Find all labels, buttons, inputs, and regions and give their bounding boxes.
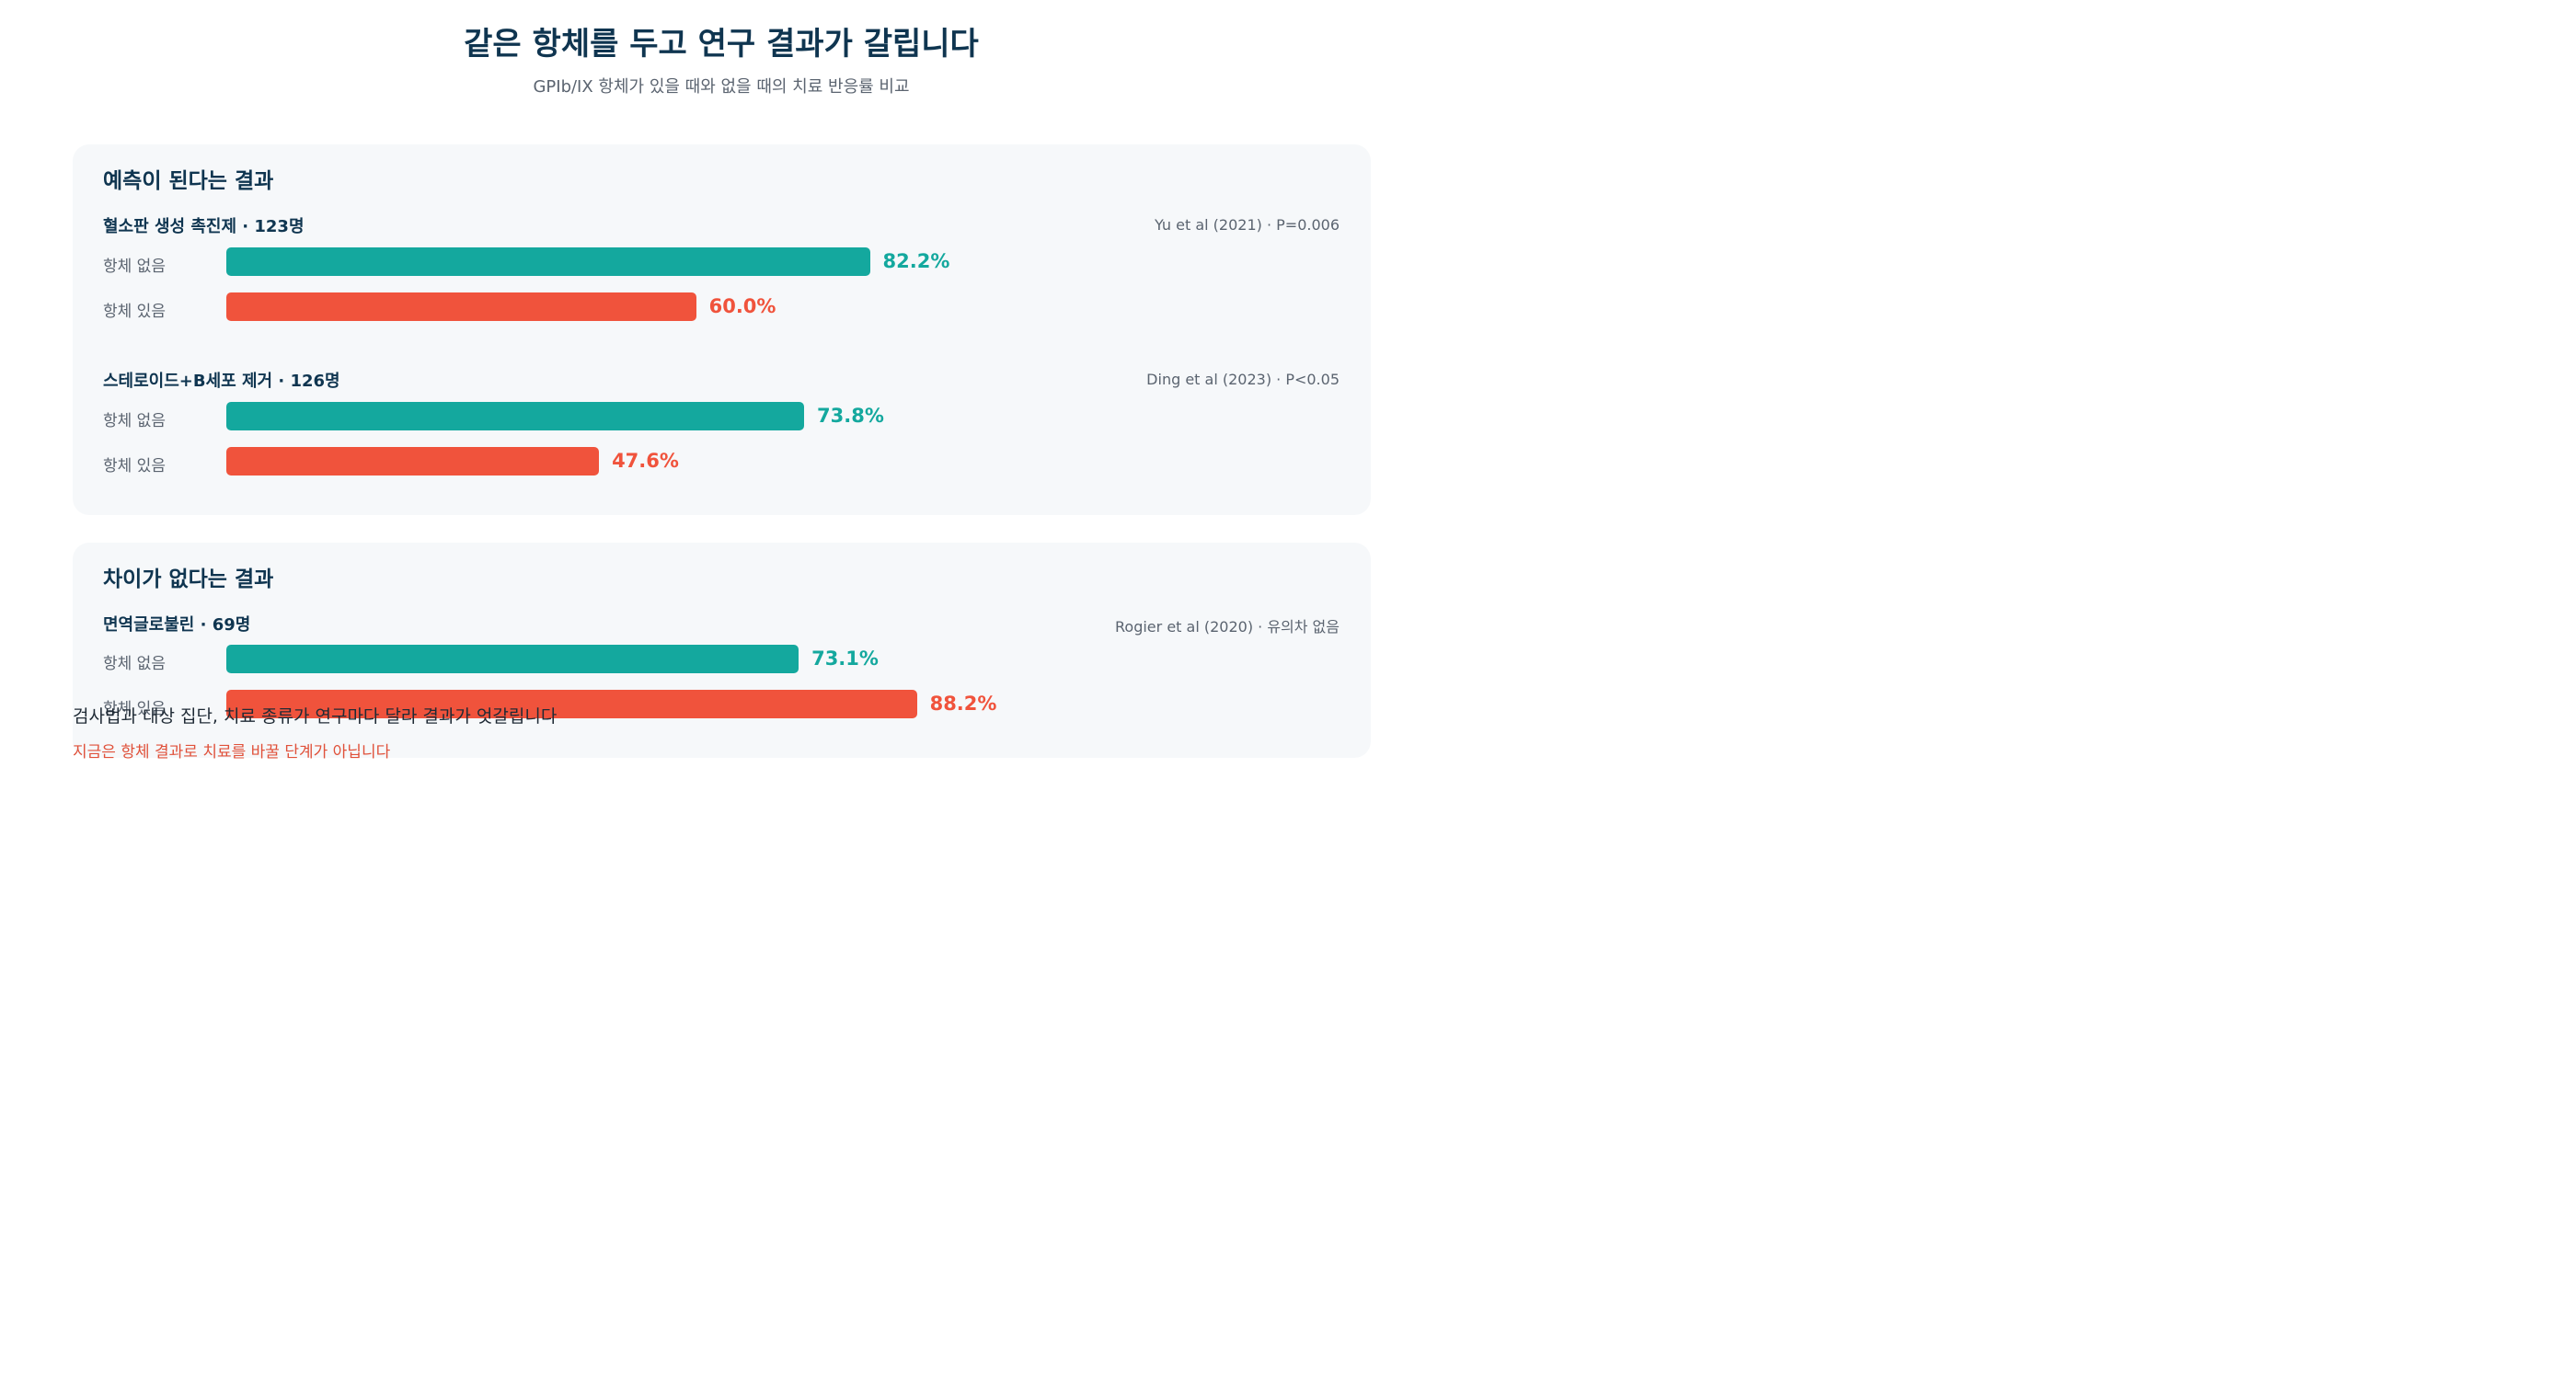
bar-label: 항체 있음	[103, 457, 166, 476]
panel-title: 차이가 없다는 결과	[103, 567, 274, 591]
bar	[226, 447, 600, 476]
bar-value-label: 47.6%	[612, 450, 679, 472]
bar-value-label: 73.1%	[811, 647, 879, 670]
chart-title: 같은 항체를 두고 연구 결과가 갈립니다	[464, 26, 979, 63]
bar-value-label: 60.0%	[708, 295, 776, 317]
panel-no-difference: 차이가 없다는 결과 면역글로불린 · 69명 Rogier et al (20…	[73, 543, 1371, 758]
bar	[226, 247, 870, 276]
study-title: 면역글로불린 · 69명	[103, 615, 251, 635]
study-title: 혈소판 생성 촉진제 · 123명	[103, 217, 305, 236]
bar-value-label: 73.8%	[817, 405, 884, 427]
bar	[226, 402, 805, 430]
study-source: Ding et al (2023) · P<0.05	[1146, 371, 1340, 388]
panel-title: 예측이 된다는 결과	[103, 169, 274, 193]
study-source: Yu et al (2021) · P=0.006	[1154, 216, 1340, 234]
footnote: 검사법과 대상 집단, 치료 종류가 연구마다 달라 결과가 엇갈립니다	[73, 706, 558, 727]
bar-label: 항체 없음	[103, 655, 166, 673]
bar-label: 항체 없음	[103, 412, 166, 430]
bar	[226, 292, 696, 321]
bar-value-label: 88.2%	[929, 693, 997, 715]
bar	[226, 690, 917, 718]
bar-label: 항체 있음	[103, 303, 166, 321]
study-source: Rogier et al (2020) · 유의차 없음	[1115, 618, 1340, 636]
bar-label: 항체 없음	[103, 258, 166, 276]
bar	[226, 645, 799, 673]
panel-predictive: 예측이 된다는 결과 혈소판 생성 촉진제 · 123명 Yu et al (2…	[73, 144, 1371, 515]
bar-value-label: 82.2%	[882, 250, 950, 272]
bar-label: 항체 있음	[103, 700, 166, 718]
warning-note: 지금은 항체 결과로 치료를 바꿀 단계가 아닙니다	[73, 743, 391, 762]
study-title: 스테로이드+B세포 제거 · 126명	[103, 372, 340, 391]
chart-subtitle: GPIb/IX 항체가 있을 때와 없을 때의 치료 반응률 비교	[533, 77, 910, 97]
